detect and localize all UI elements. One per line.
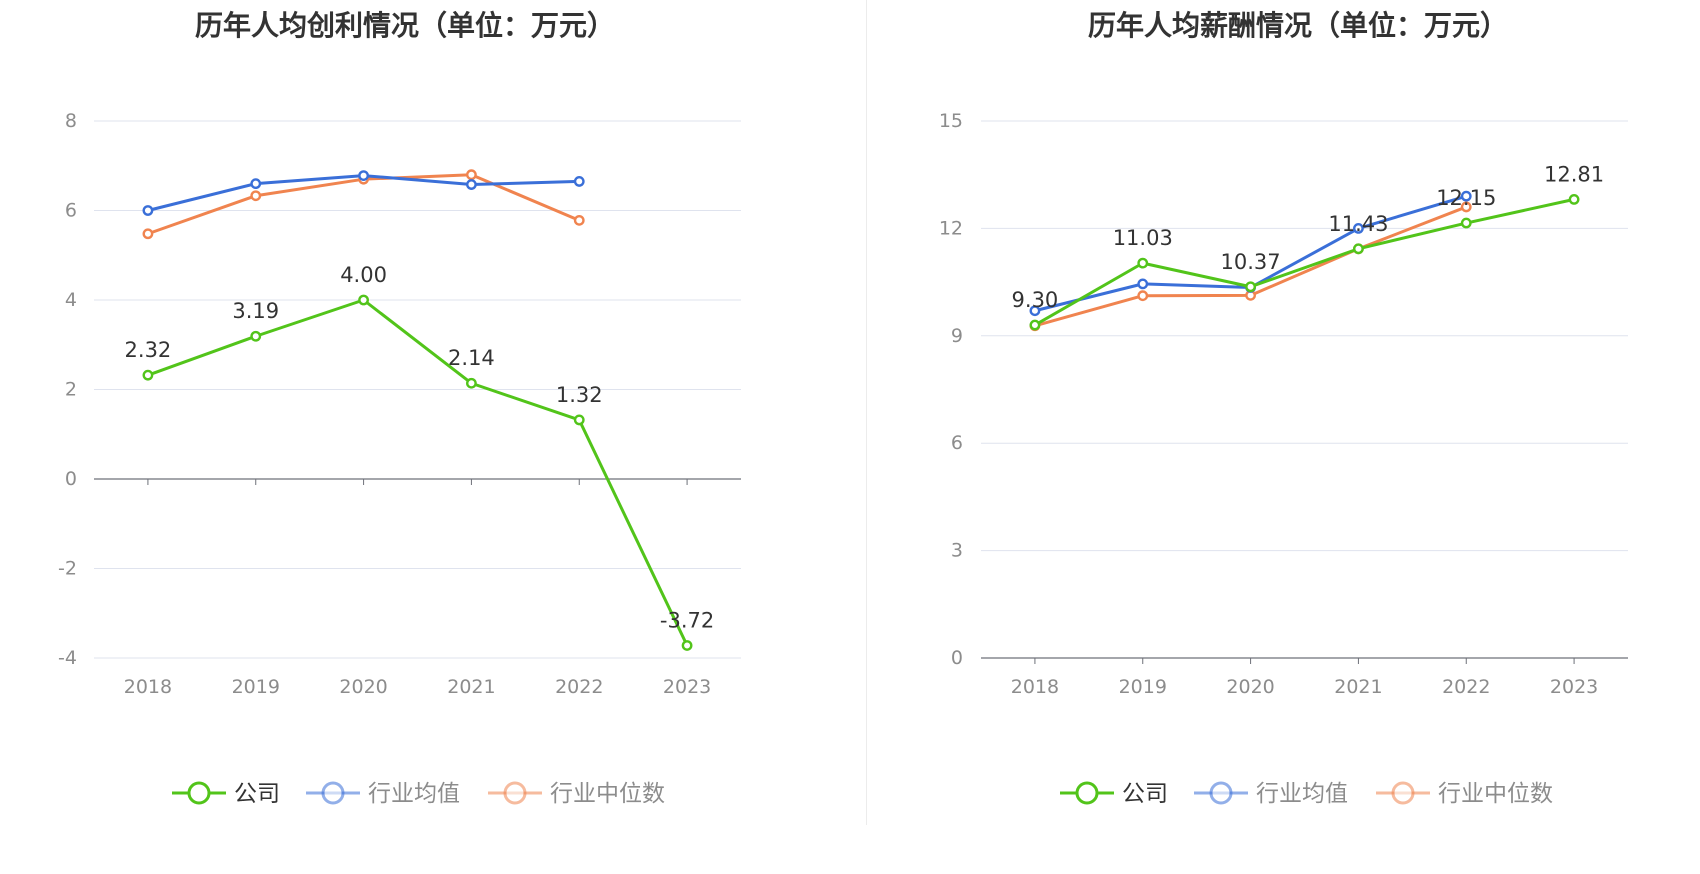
data-point xyxy=(1137,257,1149,269)
data-point xyxy=(1353,222,1364,234)
legend-item-2[interactable]: 行业中位数 xyxy=(1376,781,1553,807)
legend-marker xyxy=(187,781,211,805)
y-tick-label: 8 xyxy=(65,110,77,132)
y-tick-label: 15 xyxy=(939,110,963,132)
series-line-0 xyxy=(147,298,689,647)
panel-divider xyxy=(866,0,867,825)
data-point xyxy=(466,169,477,181)
data-point xyxy=(1568,194,1580,205)
data-point xyxy=(573,414,585,426)
data-label: 4.00 xyxy=(340,263,387,287)
data-label: 3.19 xyxy=(232,299,279,323)
data-point xyxy=(358,170,369,181)
legend-label: 行业均值 xyxy=(1256,781,1348,807)
data-point xyxy=(1460,217,1472,229)
data-label: 10.37 xyxy=(1221,250,1281,274)
x-tick-label: 2022 xyxy=(1442,676,1490,698)
chart-title: 历年人均薪酬情况（单位：万元） xyxy=(1088,9,1508,42)
legend-label: 公司 xyxy=(234,781,280,807)
y-tick-label: -2 xyxy=(58,558,77,580)
data-point xyxy=(142,205,154,216)
chart-1: 历年人均创利情况（单位：万元） -4 -2 0 2 4 6 8 2018 2019 2020 2021… xyxy=(58,9,741,807)
legend-item-1[interactable]: 行业均值 xyxy=(306,781,460,807)
data-point xyxy=(142,369,154,381)
data-point xyxy=(1137,290,1149,302)
x-tick-label: 2022 xyxy=(555,676,603,698)
legend-marker xyxy=(503,781,527,805)
y-tick-label: 0 xyxy=(65,468,77,490)
data-point xyxy=(250,330,262,342)
data-point xyxy=(250,190,262,202)
legend-item-1[interactable]: 行业均值 xyxy=(1194,781,1348,807)
legend-marker xyxy=(1391,781,1415,805)
data-label: 11.03 xyxy=(1113,226,1173,250)
y-tick-label: -4 xyxy=(58,647,77,669)
x-tick-label: 2020 xyxy=(1226,676,1274,698)
y-tick-label: 3 xyxy=(951,540,963,562)
data-label: 2.32 xyxy=(125,338,172,362)
y-tick-label: 6 xyxy=(951,432,963,454)
data-point xyxy=(250,178,262,190)
data-point xyxy=(466,377,477,389)
data-point xyxy=(573,176,585,187)
data-label: 1.32 xyxy=(556,383,603,407)
chart-2: 历年人均薪酬情况（单位：万元） 0 3 6 9 12 15 2018 2019 2020 2021 2… xyxy=(939,9,1628,807)
data-point xyxy=(466,179,477,190)
data-point xyxy=(1245,281,1256,293)
data-point xyxy=(1137,278,1149,290)
legend-marker xyxy=(321,781,345,805)
data-label: 12.81 xyxy=(1544,162,1604,186)
y-tick-label: 12 xyxy=(939,217,963,239)
data-point xyxy=(1029,319,1041,331)
chart-title: 历年人均创利情况（单位：万元） xyxy=(195,9,615,42)
legend-label: 行业中位数 xyxy=(1438,781,1553,807)
data-point xyxy=(142,228,154,240)
data-point xyxy=(358,294,369,306)
legend: 公司 行业均值 行业中位数 xyxy=(172,781,665,807)
y-tick-label: 0 xyxy=(951,647,963,669)
legend-label: 公司 xyxy=(1122,781,1168,807)
legend-item-0[interactable]: 公司 xyxy=(1060,781,1168,807)
x-tick-label: 2018 xyxy=(124,676,172,698)
x-tick-label: 2023 xyxy=(663,676,711,698)
legend-item-2[interactable]: 行业中位数 xyxy=(488,781,665,807)
data-point xyxy=(1460,190,1472,202)
data-label: 12.15 xyxy=(1436,186,1496,210)
legend-marker xyxy=(1209,781,1233,805)
x-tick-label: 2018 xyxy=(1011,676,1059,698)
x-tick-label: 2019 xyxy=(232,676,280,698)
data-point xyxy=(681,640,693,651)
x-tick-label: 2021 xyxy=(447,676,495,698)
legend-label: 行业均值 xyxy=(368,781,460,807)
x-tick-label: 2021 xyxy=(1334,676,1382,698)
series-line-0 xyxy=(1034,197,1575,327)
legend-label: 行业中位数 xyxy=(550,781,665,807)
data-label: -3.72 xyxy=(660,608,714,632)
legend-marker xyxy=(1075,781,1099,805)
data-point xyxy=(1460,201,1472,213)
x-tick-label: 2023 xyxy=(1550,676,1598,698)
x-tick-label: 2019 xyxy=(1119,676,1167,698)
data-label: 2.14 xyxy=(448,346,495,370)
data-point xyxy=(1353,243,1364,255)
y-tick-label: 4 xyxy=(65,289,77,311)
legend-item-0[interactable]: 公司 xyxy=(172,781,280,807)
data-label: 9.30 xyxy=(1012,288,1059,312)
data-label: 11.43 xyxy=(1328,212,1388,236)
data-point xyxy=(1029,305,1041,317)
y-tick-label: 6 xyxy=(65,200,77,222)
data-point xyxy=(573,214,585,226)
legend: 公司 行业均值 行业中位数 xyxy=(1060,781,1553,807)
x-tick-label: 2020 xyxy=(339,676,387,698)
y-tick-label: 2 xyxy=(65,379,77,401)
y-tick-label: 9 xyxy=(951,325,963,347)
